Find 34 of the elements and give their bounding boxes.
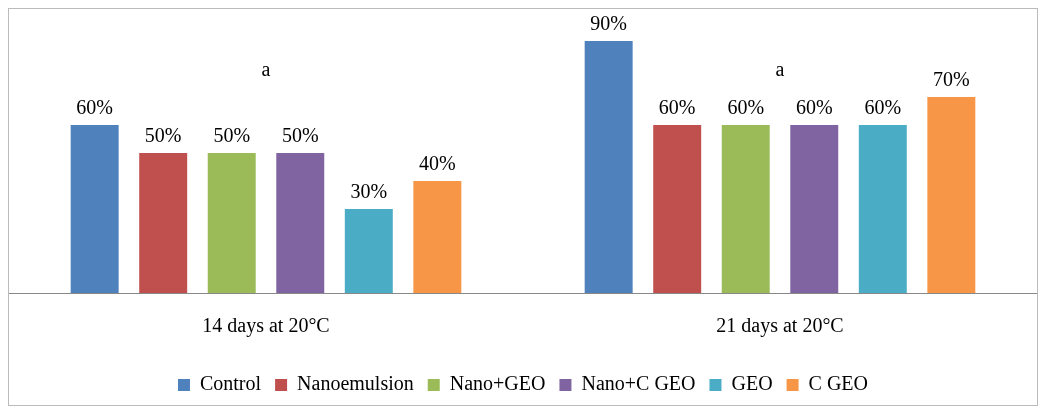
legend-label: GEO	[731, 372, 773, 395]
data-label: 50%	[281, 124, 319, 147]
data-label: 50%	[144, 124, 182, 147]
data-label: 50%	[213, 124, 251, 147]
x-tick-label: 21 days at 20°C	[716, 314, 844, 338]
bar	[70, 125, 119, 293]
legend-label: Control	[199, 372, 262, 395]
bar	[927, 97, 976, 293]
bar	[139, 153, 188, 293]
bar	[790, 125, 839, 293]
annotation: a	[775, 58, 785, 81]
legend-label: Nano+C GEO	[581, 372, 696, 395]
data-label: 40%	[419, 152, 456, 175]
bar	[584, 41, 633, 293]
data-label: 70%	[933, 68, 970, 91]
data-label: 60%	[76, 96, 113, 119]
data-label: 90%	[590, 12, 627, 35]
annotation: a	[261, 58, 271, 81]
bar	[344, 209, 393, 293]
bar	[858, 125, 907, 293]
legend-label: Nano+GEO	[449, 372, 546, 395]
bar	[721, 125, 770, 293]
bar	[413, 181, 462, 293]
data-label: 60%	[864, 96, 902, 119]
legend-label: Nanoemulsion	[297, 372, 414, 395]
x-tick-label: 14 days at 20°C	[202, 314, 330, 338]
data-label: 60%	[658, 96, 696, 119]
bar	[207, 153, 256, 293]
bar	[653, 125, 702, 293]
data-label: 60%	[727, 96, 765, 119]
data-label: 30%	[350, 180, 388, 203]
data-label: 60%	[795, 96, 833, 119]
bar	[276, 153, 325, 293]
legend-label: C GEO	[808, 372, 869, 395]
